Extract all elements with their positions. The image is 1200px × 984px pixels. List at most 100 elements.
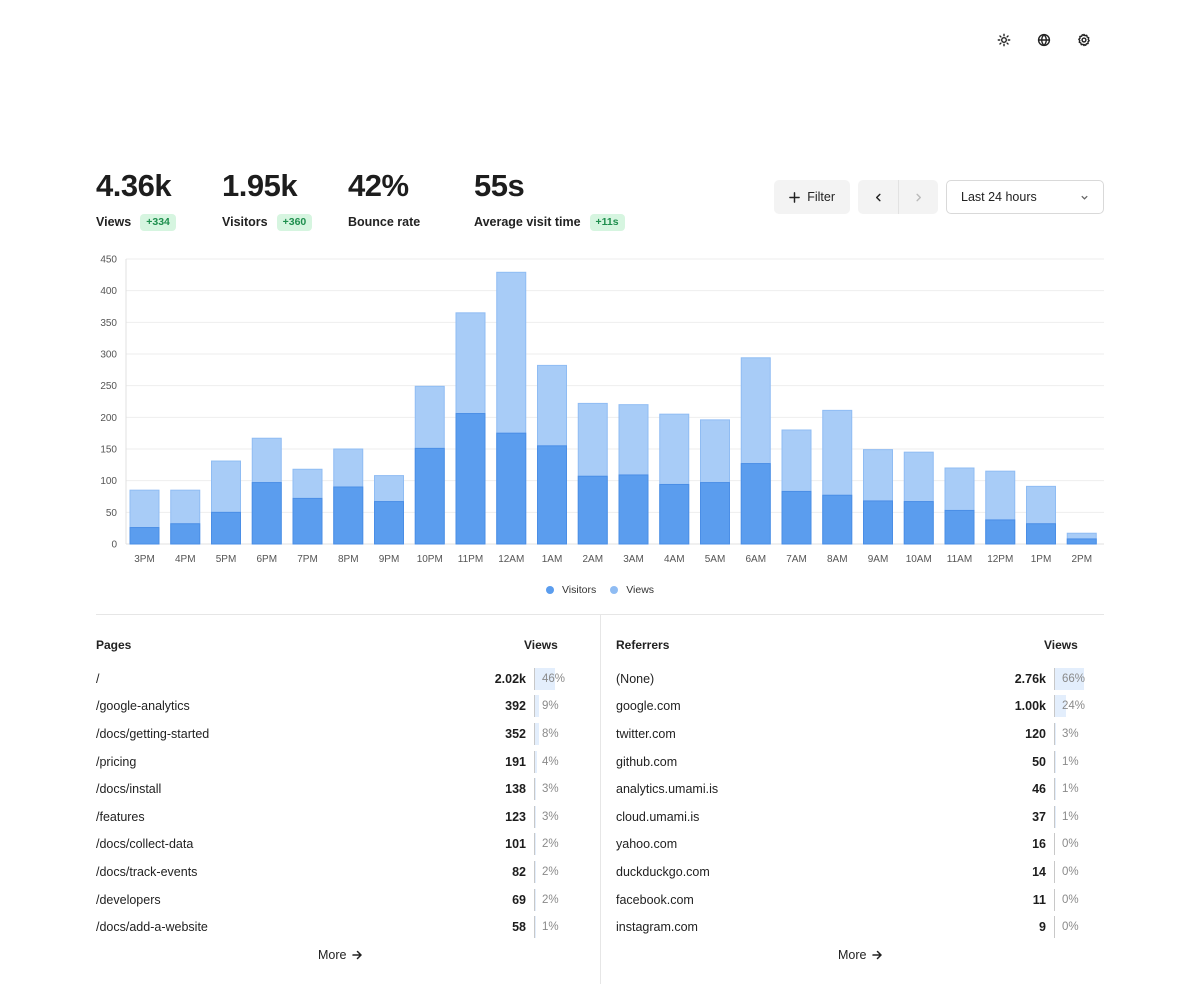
pages-row-label: /docs/collect-data: [96, 837, 194, 852]
referrers-row-share: 1%: [1054, 805, 1098, 828]
bar-visitors: [1066, 538, 1097, 545]
referrers-row-share: 0%: [1054, 888, 1098, 911]
pages-row[interactable]: /docs/install 138 3%: [96, 775, 578, 803]
pages-title: Pages: [96, 638, 132, 652]
column-divider: [600, 615, 601, 984]
referrers-row[interactable]: google.com 1.00k 24%: [616, 693, 1098, 721]
pages-row-share: 9%: [534, 695, 578, 718]
metrics-bar: 4.36k Views +334 1.95k Visitors +360 42%…: [96, 168, 669, 231]
legend-views[interactable]: Views: [610, 584, 654, 596]
pages-row[interactable]: /docs/add-a-website 58 1%: [96, 913, 578, 941]
metric-visit-time-change-badge: +11s: [589, 213, 625, 231]
pages-row-label: /docs/install: [96, 782, 162, 797]
referrers-row-count: 46: [1032, 782, 1046, 797]
referrers-row[interactable]: duckduckgo.com 14 0%: [616, 858, 1098, 886]
plus-icon: [789, 191, 801, 203]
metric-visitors: 1.95k Visitors +360: [222, 168, 313, 231]
next-period-button[interactable]: [898, 180, 938, 214]
metric-visitors-value: 1.95k: [222, 168, 298, 203]
pages-table: Pages Views / 2.02k 46% /google-analytics 39…: [96, 638, 578, 941]
pages-row[interactable]: /developers 69 2%: [96, 886, 578, 914]
pages-row-share-bar: [535, 778, 537, 801]
previous-period-button[interactable]: [858, 180, 898, 214]
x-tick-label: 11PM: [458, 554, 483, 565]
pages-table-header: Pages Views: [96, 638, 578, 656]
pages-row[interactable]: /docs/collect-data 101 2%: [96, 831, 578, 859]
legend-visitors[interactable]: Visitors: [545, 584, 597, 596]
pages-row[interactable]: / 2.02k 46%: [96, 665, 578, 693]
y-tick-label: 300: [100, 350, 117, 361]
bar-visitors: [170, 523, 201, 545]
x-tick-label: 7AM: [786, 554, 807, 565]
referrers-row[interactable]: facebook.com 11 0%: [616, 886, 1098, 914]
pages-row-percent: 3%: [542, 783, 559, 796]
x-tick-label: 5AM: [705, 554, 726, 565]
pages-row-percent: 2%: [542, 893, 559, 906]
referrers-row-share: 3%: [1054, 722, 1098, 745]
referrers-row[interactable]: (None) 2.76k 66%: [616, 665, 1098, 693]
pages-row-percent: 9%: [542, 700, 559, 713]
pages-rows: / 2.02k 46% /google-analytics 392 9% /docs/get…: [96, 665, 578, 941]
pages-row-percent: 2%: [542, 838, 559, 851]
pages-row-share-bar: [535, 805, 537, 828]
pages-row[interactable]: /docs/getting-started 352 8%: [96, 720, 578, 748]
referrers-row-share: 0%: [1054, 833, 1098, 856]
pages-row-share: 3%: [534, 778, 578, 801]
x-tick-label: 8AM: [827, 554, 848, 565]
bar-visitors: [251, 482, 282, 545]
chevron-down-icon: [1081, 195, 1088, 200]
globe-icon[interactable]: [1034, 30, 1054, 50]
filter-button[interactable]: Filter: [774, 180, 850, 214]
pages-row-share-bar: [535, 833, 536, 856]
chevron-left-icon: [875, 193, 881, 201]
bar-visitors: [781, 490, 812, 545]
bar-visitors: [129, 527, 160, 545]
header-toolbar: [994, 30, 1094, 50]
chart-legend: Visitors Views: [0, 584, 1200, 596]
referrers-row-share-bar: [1055, 722, 1057, 745]
metric-visitors-change-badge: +360: [276, 213, 313, 231]
pages-row[interactable]: /pricing 191 4%: [96, 748, 578, 776]
legend-visitors-label: Visitors: [561, 584, 597, 596]
x-tick-label: 6AM: [745, 554, 766, 565]
metric-visit-time-label: Average visit time: [474, 215, 581, 229]
pages-more-link[interactable]: More: [318, 948, 363, 962]
referrers-row[interactable]: github.com 50 1%: [616, 748, 1098, 776]
x-tick-label: 10PM: [417, 554, 443, 565]
pages-more-label: More: [318, 948, 347, 962]
pages-row[interactable]: /docs/track-events 82 2%: [96, 858, 578, 886]
referrers-row[interactable]: instagram.com 9 0%: [616, 913, 1098, 941]
sun-icon[interactable]: [994, 30, 1014, 50]
referrers-row-percent: 1%: [1062, 810, 1079, 823]
bar-visitors: [944, 509, 975, 545]
referrers-row-label: instagram.com: [616, 920, 698, 935]
referrers-row[interactable]: twitter.com 120 3%: [616, 720, 1098, 748]
referrers-row-share: 1%: [1054, 750, 1098, 773]
metric-views-change-badge: +334: [140, 213, 176, 231]
pages-row-percent: 8%: [542, 727, 559, 740]
x-tick-label: 2PM: [1071, 554, 1092, 565]
referrers-row-share-bar: [1055, 667, 1085, 690]
pages-row[interactable]: /google-analytics 392 9%: [96, 693, 578, 721]
y-tick-label: 350: [100, 318, 117, 329]
y-tick-label: 150: [100, 445, 117, 456]
metric-views-label: Views: [96, 215, 132, 229]
filter-button-label: Filter: [807, 190, 835, 204]
referrers-row[interactable]: analytics.umami.is 46 1%: [616, 775, 1098, 803]
y-tick-label: 450: [100, 255, 117, 266]
pages-row-label: /docs/getting-started: [96, 726, 210, 741]
bar-visitors: [577, 475, 608, 545]
pages-row[interactable]: /features 123 3%: [96, 803, 578, 831]
x-tick-label: 11AM: [947, 554, 972, 565]
pages-row-share-bar: [535, 722, 539, 745]
gear-icon[interactable]: [1074, 30, 1094, 50]
pages-row-label: /pricing: [96, 754, 137, 769]
referrers-row-count: 37: [1032, 809, 1046, 824]
date-range-select[interactable]: Last 24 hours: [946, 180, 1104, 214]
pages-row-share: 2%: [534, 833, 578, 856]
referrers-row[interactable]: cloud.umami.is 37 1%: [616, 803, 1098, 831]
pages-row-share: 46%: [534, 667, 578, 690]
referrers-row[interactable]: yahoo.com 16 0%: [616, 831, 1098, 859]
referrers-row-count: 120: [1025, 726, 1046, 741]
referrers-more-link[interactable]: More: [838, 948, 883, 962]
